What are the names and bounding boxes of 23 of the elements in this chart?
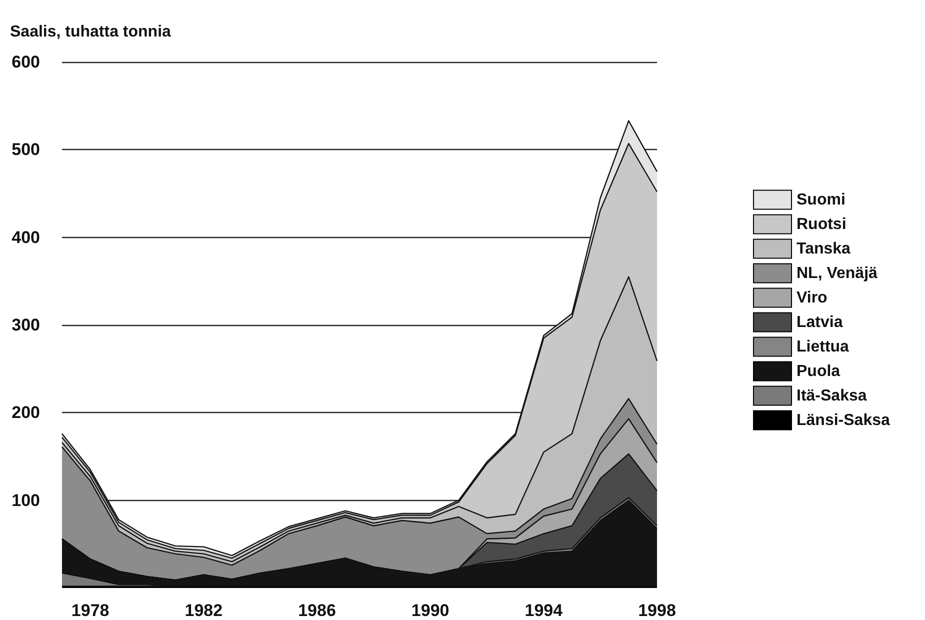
y-tick-label: 400	[12, 228, 40, 247]
x-tick-label: 1994	[524, 601, 564, 620]
legend-label: Tanska	[796, 240, 851, 258]
x-tick-label: 1986	[298, 601, 336, 620]
y-tick-label: 100	[12, 490, 40, 510]
y-tick-label: 500	[12, 140, 40, 160]
legend-label: Liettua	[796, 338, 850, 356]
legend-label: Suomi	[796, 191, 846, 208]
x-tick-label: 1982	[184, 601, 223, 620]
legend-label: NL, Venäjä	[796, 264, 878, 282]
legend-label: Ruotsi	[796, 216, 846, 233]
y-axis-title: Saalis, tuhatta tonnia	[10, 24, 172, 40]
legend-label: Viro	[796, 289, 828, 306]
x-tick-label: 1998	[638, 601, 676, 620]
x-tick-label: 1978	[71, 601, 110, 620]
y-tick-label: 300	[12, 316, 40, 334]
x-tick-label: 1990	[411, 601, 450, 620]
y-tick-label: 600	[12, 52, 40, 72]
legend-label: Länsi-Saksa	[796, 412, 890, 429]
y-tick-label: 200	[12, 403, 40, 422]
legend-label: Itä-Saksa	[796, 387, 867, 404]
legend-label: Puola	[796, 362, 840, 380]
legend-label: Latvia	[796, 314, 843, 331]
